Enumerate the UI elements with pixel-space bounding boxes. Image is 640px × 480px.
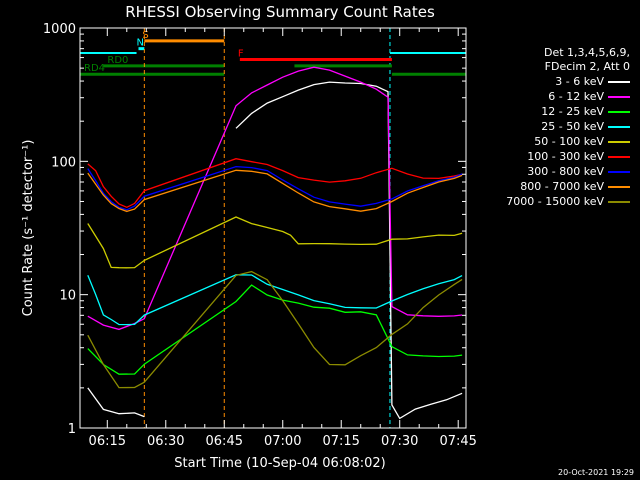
legend-swatch [608, 201, 630, 203]
legend-item: 7000 - 15000 keV [506, 195, 630, 208]
legend-swatch [608, 186, 630, 188]
y-tick-label: 10 [59, 289, 76, 304]
state-label-rd4: RD4 [84, 63, 105, 74]
legend-item: 6 - 12 keV [548, 90, 630, 103]
series-line-6 [87, 165, 463, 211]
x-axis-label: Start Time (10-Sep-04 06:08:02) [174, 456, 385, 471]
legend-item: 25 - 50 keV [541, 120, 630, 133]
series-line-2 [87, 284, 463, 375]
y-axis-label: Count Rate (s⁻¹ detector⁻¹) [21, 140, 36, 317]
legend-label: 300 - 800 keV [527, 165, 604, 178]
legend-header-line-2: FDecim 2, Att 0 [544, 60, 630, 73]
legend-header-line-1: Det 1,3,4,5,6,9, [543, 46, 630, 59]
legend-item: 100 - 300 keV [527, 150, 630, 163]
state-label-s: S [142, 30, 148, 41]
legend-label: 25 - 50 keV [541, 120, 604, 133]
series-line-4 [87, 216, 463, 269]
x-axis: 06:15 06:30 06:45 07:00 07:15 07:30 07:45 [89, 28, 477, 449]
x-tick-label: 06:15 [89, 434, 126, 449]
state-label-f: F [238, 49, 244, 60]
series-line-8 [87, 270, 463, 389]
series-line-3 [87, 274, 463, 326]
legend-label: 12 - 25 keV [541, 105, 604, 118]
state-label-n: N [136, 38, 143, 49]
legend-item: 3 - 6 keV [555, 75, 630, 88]
series-line-0 [87, 81, 463, 420]
legend-label: 50 - 100 keV [534, 135, 604, 148]
legend-header: Det 1,3,4,5,6,9, FDecim 2, Att 0 [544, 46, 630, 74]
legend-item: 800 - 7000 keV [520, 180, 630, 193]
state-label-rd0: RD0 [107, 55, 128, 66]
y-axis: 1 10 100 1000 [43, 22, 466, 437]
legend-item: 50 - 100 keV [534, 135, 630, 148]
footer-timestamp: 20-Oct-2021 19:29 [558, 468, 634, 477]
legend-label: 3 - 6 keV [555, 75, 604, 88]
x-tick-label: 06:45 [206, 434, 243, 449]
legend-swatch [608, 171, 630, 173]
legend-item: 300 - 800 keV [527, 165, 630, 178]
chart-title: RHESSI Observing Summary Count Rates [125, 3, 435, 21]
plot-frame [79, 27, 467, 429]
legend-swatch [608, 126, 630, 128]
legend-swatch [608, 81, 630, 83]
x-tick-label: 06:30 [147, 434, 184, 449]
y-tick-label: 1 [68, 422, 76, 437]
legend-swatch [608, 96, 630, 98]
legend-label: 100 - 300 keV [527, 150, 604, 163]
legend-item: 12 - 25 keV [541, 105, 630, 118]
series-line-5 [87, 158, 463, 209]
x-tick-label: 07:00 [264, 434, 301, 449]
x-tick-label: 07:30 [381, 434, 418, 449]
series-line-7 [87, 169, 463, 213]
y-tick-label: 100 [51, 155, 76, 170]
legend-label: 6 - 12 keV [548, 90, 604, 103]
y-tick-label: 1000 [43, 22, 76, 37]
legend-swatch [608, 141, 630, 143]
x-tick-label: 07:15 [322, 434, 359, 449]
legend-label: 800 - 7000 keV [520, 180, 604, 193]
legend-swatch [608, 156, 630, 158]
legend-label: 7000 - 15000 keV [506, 195, 604, 208]
x-tick-label: 07:45 [439, 434, 476, 449]
legend-swatch [608, 111, 630, 113]
